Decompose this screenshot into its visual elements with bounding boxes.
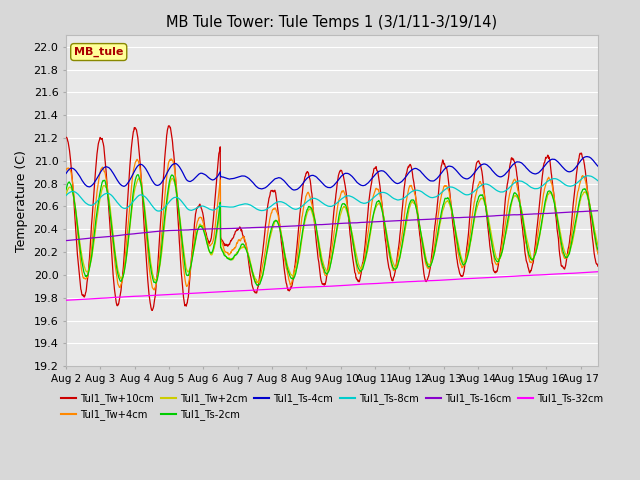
Legend: Tul1_Tw+10cm, Tul1_Tw+4cm, Tul1_Tw+2cm, Tul1_Ts-2cm, Tul1_Ts-4cm, Tul1_Ts-8cm, T: Tul1_Tw+10cm, Tul1_Tw+4cm, Tul1_Tw+2cm, … [57, 389, 607, 424]
Text: MB_tule: MB_tule [74, 47, 124, 57]
Y-axis label: Temperature (C): Temperature (C) [15, 150, 28, 252]
Title: MB Tule Tower: Tule Temps 1 (3/1/11-3/19/14): MB Tule Tower: Tule Temps 1 (3/1/11-3/19… [166, 15, 497, 30]
